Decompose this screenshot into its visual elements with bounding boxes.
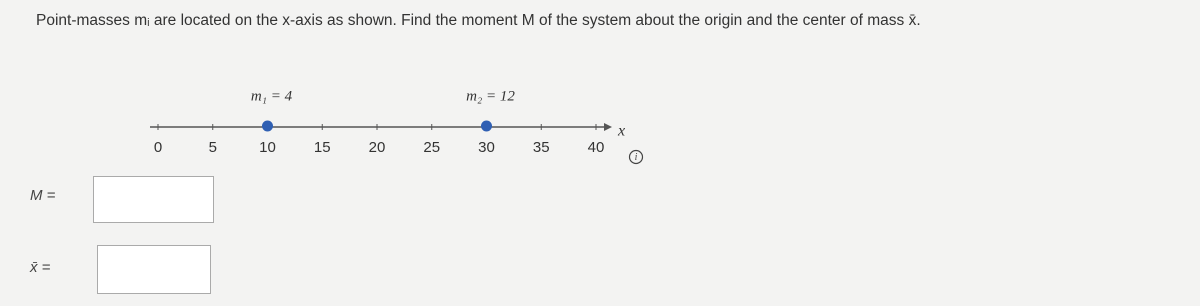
axis-arrow xyxy=(604,123,612,131)
tick-label: 30 xyxy=(478,139,495,156)
text-input[interactable] xyxy=(97,245,211,294)
mass-point xyxy=(262,120,273,132)
tick-label: 5 xyxy=(209,139,217,156)
axis-label: x xyxy=(617,123,625,140)
mass-label: m₂ = 12 xyxy=(466,88,515,104)
text-input[interactable] xyxy=(93,176,214,223)
info-icon-glyph: i xyxy=(635,152,638,163)
mass-label: m₁ = 4 xyxy=(251,88,293,104)
tick-label: 10 xyxy=(259,139,276,156)
tick-label: 0 xyxy=(154,139,162,156)
input-label: M = xyxy=(30,187,56,204)
info-icon[interactable] xyxy=(628,149,644,165)
mass-point xyxy=(481,120,492,132)
input-label: x̄ = xyxy=(30,259,51,276)
tick-label: 20 xyxy=(369,139,386,156)
question-text: Point-masses mᵢ are located on the x-axi… xyxy=(36,12,921,29)
tick-label: 35 xyxy=(533,139,550,156)
tick-label: 15 xyxy=(314,139,331,156)
tick-label: 25 xyxy=(423,139,440,156)
tick-label: 40 xyxy=(588,139,605,156)
